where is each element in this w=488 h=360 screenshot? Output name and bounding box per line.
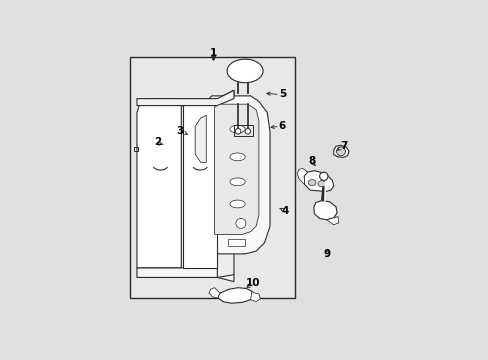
Ellipse shape <box>229 178 244 186</box>
Text: 8: 8 <box>307 156 315 166</box>
Polygon shape <box>214 104 259 234</box>
Text: 6: 6 <box>278 121 285 131</box>
Circle shape <box>336 147 345 156</box>
Ellipse shape <box>226 59 263 83</box>
Circle shape <box>244 129 250 134</box>
Circle shape <box>235 129 241 134</box>
Ellipse shape <box>317 181 325 187</box>
Circle shape <box>235 219 245 228</box>
Ellipse shape <box>229 200 244 208</box>
Text: 10: 10 <box>245 278 260 288</box>
FancyBboxPatch shape <box>130 57 294 298</box>
Text: 1: 1 <box>209 48 216 58</box>
Polygon shape <box>326 216 338 225</box>
Text: 7: 7 <box>339 141 346 151</box>
Polygon shape <box>333 145 348 157</box>
Polygon shape <box>217 90 233 278</box>
Ellipse shape <box>229 125 244 133</box>
Text: 2: 2 <box>154 136 161 147</box>
Text: 4: 4 <box>281 206 288 216</box>
Polygon shape <box>208 288 220 298</box>
Polygon shape <box>304 171 333 192</box>
Polygon shape <box>137 268 233 282</box>
Polygon shape <box>137 99 181 268</box>
Ellipse shape <box>307 180 315 186</box>
Polygon shape <box>297 168 307 185</box>
Polygon shape <box>313 201 336 220</box>
Ellipse shape <box>229 153 244 161</box>
Polygon shape <box>183 99 217 268</box>
Polygon shape <box>206 96 269 254</box>
Circle shape <box>319 172 327 180</box>
Polygon shape <box>195 115 206 162</box>
Text: 9: 9 <box>323 249 330 259</box>
Polygon shape <box>137 90 233 105</box>
Text: 3: 3 <box>176 126 183 135</box>
Text: 5: 5 <box>278 90 285 99</box>
Polygon shape <box>250 291 260 302</box>
Bar <box>228 239 244 246</box>
Polygon shape <box>218 288 253 303</box>
